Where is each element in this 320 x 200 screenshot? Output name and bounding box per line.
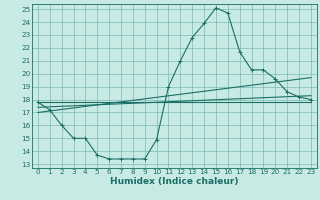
X-axis label: Humidex (Indice chaleur): Humidex (Indice chaleur) bbox=[110, 177, 239, 186]
